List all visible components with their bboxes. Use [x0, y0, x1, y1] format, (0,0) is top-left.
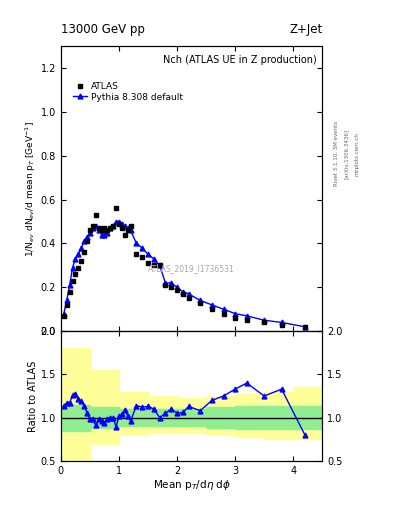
ATLAS: [73, 271, 78, 278]
Line: ATLAS: ATLAS: [61, 206, 307, 329]
Pythia 8.308 default: [108, 225, 113, 231]
Pythia 8.308 default: [180, 289, 185, 295]
Pythia 8.308 default: [134, 241, 139, 247]
Pythia 8.308 default: [117, 219, 121, 225]
Text: Z+Jet: Z+Jet: [289, 23, 322, 36]
Text: [arXiv:1306.3436]: [arXiv:1306.3436]: [344, 129, 349, 179]
Pythia 8.308 default: [198, 297, 203, 304]
ATLAS: [169, 284, 174, 290]
Legend: ATLAS, Pythia 8.308 default: ATLAS, Pythia 8.308 default: [71, 79, 185, 104]
Text: Nch (ATLAS UE in Z production): Nch (ATLAS UE in Z production): [163, 55, 317, 65]
ATLAS: [157, 262, 162, 268]
ATLAS: [221, 311, 226, 317]
Pythia 8.308 default: [157, 262, 162, 268]
Pythia 8.308 default: [262, 317, 266, 323]
Pythia 8.308 default: [169, 280, 174, 286]
Pythia 8.308 default: [151, 256, 156, 262]
Pythia 8.308 default: [244, 313, 249, 319]
ATLAS: [233, 315, 237, 321]
ATLAS: [79, 258, 84, 264]
Pythia 8.308 default: [79, 245, 84, 251]
Pythia 8.308 default: [76, 251, 81, 258]
Pythia 8.308 default: [175, 284, 180, 290]
Pythia 8.308 default: [85, 234, 90, 240]
Pythia 8.308 default: [73, 256, 78, 262]
ATLAS: [198, 300, 203, 306]
ATLAS: [134, 251, 139, 258]
ATLAS: [262, 319, 266, 326]
Pythia 8.308 default: [114, 219, 118, 225]
Pythia 8.308 default: [90, 225, 95, 231]
Pythia 8.308 default: [123, 223, 127, 229]
ATLAS: [67, 289, 72, 295]
ATLAS: [175, 286, 180, 292]
ATLAS: [105, 227, 110, 233]
Pythia 8.308 default: [140, 245, 145, 251]
ATLAS: [244, 317, 249, 323]
ATLAS: [209, 306, 214, 312]
ATLAS: [163, 282, 168, 288]
ATLAS: [140, 253, 145, 260]
Pythia 8.308 default: [61, 311, 66, 317]
Text: mcplots.cern.ch: mcplots.cern.ch: [354, 132, 359, 176]
ATLAS: [99, 227, 104, 233]
Pythia 8.308 default: [163, 280, 168, 286]
ATLAS: [151, 262, 156, 268]
ATLAS: [114, 205, 118, 211]
ATLAS: [82, 249, 86, 255]
ATLAS: [186, 295, 191, 302]
ATLAS: [88, 227, 92, 233]
Pythia 8.308 default: [209, 302, 214, 308]
ATLAS: [119, 225, 124, 231]
ATLAS: [111, 223, 116, 229]
Pythia 8.308 default: [186, 291, 191, 297]
Pythia 8.308 default: [94, 223, 98, 229]
Text: Rivet 3.1.10, 3M events: Rivet 3.1.10, 3M events: [334, 121, 338, 186]
Pythia 8.308 default: [88, 229, 92, 236]
Text: 13000 GeV pp: 13000 GeV pp: [61, 23, 145, 36]
ATLAS: [90, 223, 95, 229]
ATLAS: [117, 221, 121, 227]
Line: Pythia 8.308 default: Pythia 8.308 default: [61, 219, 307, 329]
Pythia 8.308 default: [82, 238, 86, 244]
Pythia 8.308 default: [111, 223, 116, 229]
ATLAS: [180, 291, 185, 297]
ATLAS: [85, 238, 90, 244]
ATLAS: [128, 223, 133, 229]
ATLAS: [123, 231, 127, 238]
ATLAS: [279, 322, 284, 328]
ATLAS: [94, 212, 98, 218]
Pythia 8.308 default: [64, 297, 69, 304]
Y-axis label: 1/N$_{ev}$ dN$_{ev}$/d mean p$_T$ [GeV$^{-1}$]: 1/N$_{ev}$ dN$_{ev}$/d mean p$_T$ [GeV$^…: [24, 121, 38, 257]
ATLAS: [125, 227, 130, 233]
X-axis label: Mean p$_T$/d$\eta$ d$\phi$: Mean p$_T$/d$\eta$ d$\phi$: [152, 478, 231, 493]
Y-axis label: Ratio to ATLAS: Ratio to ATLAS: [28, 360, 38, 432]
Pythia 8.308 default: [70, 265, 75, 271]
Pythia 8.308 default: [96, 227, 101, 233]
ATLAS: [96, 225, 101, 231]
Pythia 8.308 default: [99, 231, 104, 238]
ATLAS: [76, 265, 81, 271]
ATLAS: [108, 225, 113, 231]
Pythia 8.308 default: [105, 229, 110, 236]
ATLAS: [146, 260, 151, 266]
Pythia 8.308 default: [102, 231, 107, 238]
ATLAS: [303, 324, 307, 330]
Pythia 8.308 default: [279, 319, 284, 326]
Pythia 8.308 default: [233, 311, 237, 317]
ATLAS: [70, 278, 75, 284]
Pythia 8.308 default: [128, 227, 133, 233]
ATLAS: [61, 313, 66, 319]
ATLAS: [64, 302, 69, 308]
Pythia 8.308 default: [67, 282, 72, 288]
Pythia 8.308 default: [303, 324, 307, 330]
ATLAS: [102, 225, 107, 231]
Pythia 8.308 default: [125, 225, 130, 231]
Pythia 8.308 default: [119, 221, 124, 227]
Pythia 8.308 default: [221, 306, 226, 312]
Pythia 8.308 default: [146, 251, 151, 258]
Text: ATLAS_2019_I1736531: ATLAS_2019_I1736531: [148, 264, 235, 273]
